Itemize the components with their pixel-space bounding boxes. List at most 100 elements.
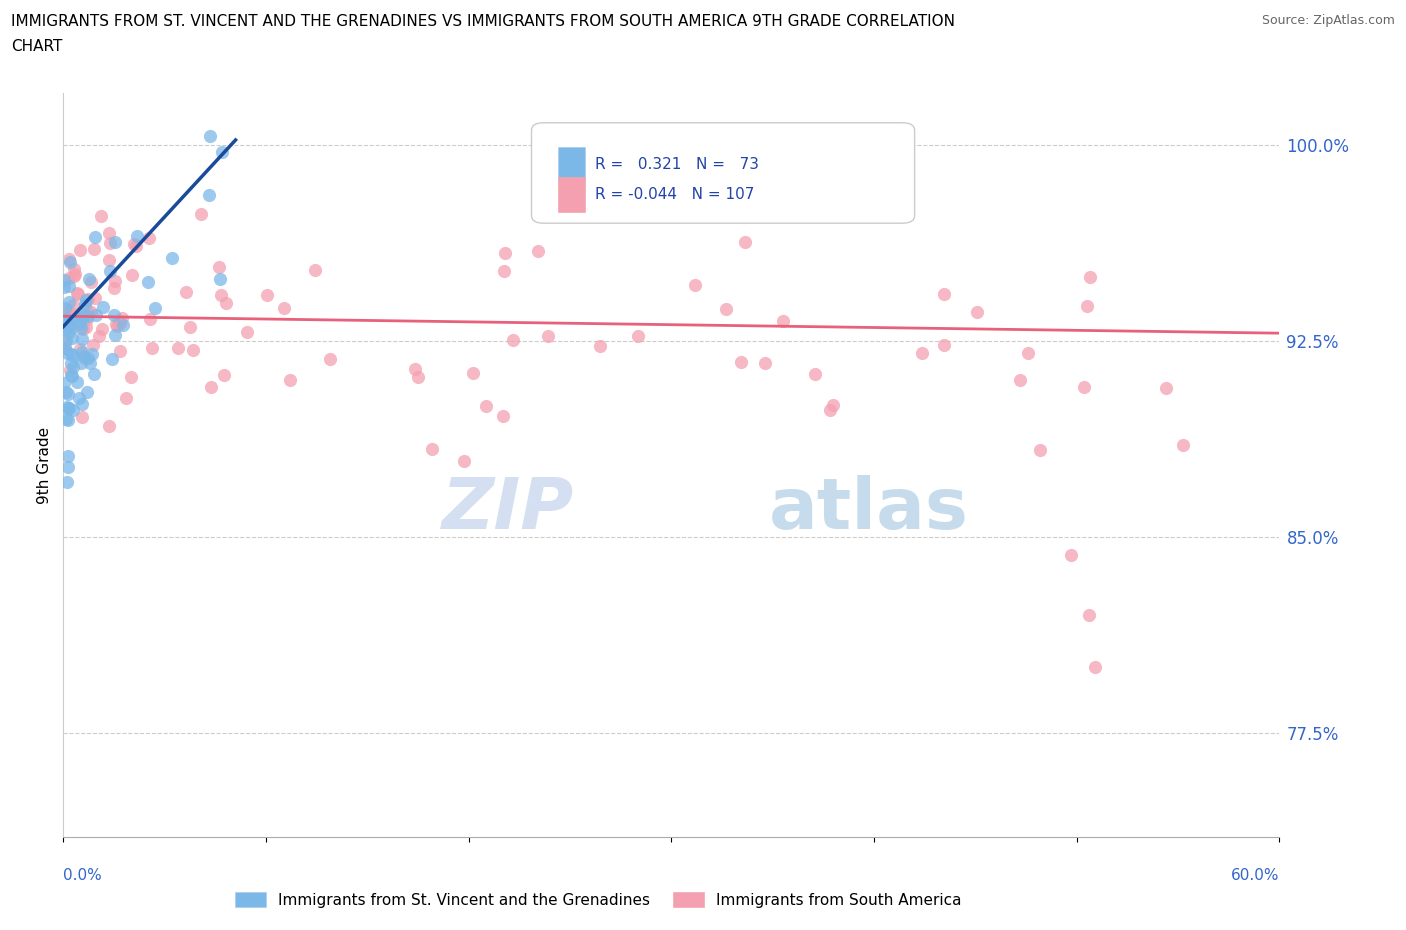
Point	[56, 412, 79, 427]
Point	[75, 319, 97, 334]
Point	[62, 360, 84, 375]
Point	[75, 351, 97, 365]
Point	[55, 332, 77, 347]
Point	[127, 229, 149, 244]
Point	[70, 321, 93, 336]
Point	[72, 349, 94, 364]
Point	[98, 263, 121, 278]
Point	[70, 331, 93, 346]
Point	[56, 400, 79, 415]
Point	[98, 225, 121, 240]
Point	[404, 361, 426, 376]
Point	[1073, 380, 1095, 395]
Point	[66, 374, 89, 389]
Text: R =   0.321   N =   73: R = 0.321 N = 73	[595, 157, 759, 172]
Point	[72, 321, 94, 336]
Point	[121, 268, 143, 283]
Point	[76, 292, 98, 307]
Point	[174, 285, 197, 299]
Point	[492, 263, 515, 278]
Text: 0.0%: 0.0%	[63, 869, 103, 883]
Point	[803, 367, 825, 382]
Point	[1083, 660, 1105, 675]
Point	[714, 302, 737, 317]
Point	[1008, 373, 1031, 388]
Point	[55, 384, 77, 399]
Point	[179, 319, 201, 334]
Point	[104, 234, 127, 249]
Point	[537, 328, 560, 343]
Point	[77, 271, 100, 286]
Point	[108, 315, 131, 330]
Point	[502, 333, 524, 348]
Point	[212, 367, 235, 382]
Point	[572, 161, 595, 176]
Point	[208, 259, 231, 274]
Point	[77, 309, 100, 324]
Point	[97, 253, 120, 268]
Point	[56, 459, 79, 474]
Point	[69, 317, 91, 332]
Point	[76, 385, 98, 400]
Point	[69, 342, 91, 357]
Point	[125, 238, 148, 253]
Point	[55, 411, 77, 426]
Point	[236, 325, 259, 339]
Text: atlas: atlas	[769, 475, 969, 544]
Point	[76, 302, 98, 317]
Point	[215, 295, 238, 310]
Point	[53, 340, 76, 355]
Point	[53, 312, 76, 327]
Point	[166, 341, 188, 356]
Point	[56, 319, 79, 334]
Point	[453, 454, 475, 469]
Point	[103, 281, 125, 296]
Point	[98, 235, 121, 250]
Point	[70, 409, 93, 424]
Point	[73, 308, 96, 323]
Point	[278, 372, 301, 387]
Point	[53, 335, 76, 350]
Point	[72, 309, 94, 324]
Point	[80, 305, 103, 320]
Point	[627, 329, 650, 344]
Point	[75, 293, 97, 308]
Point	[406, 369, 429, 384]
Point	[62, 330, 84, 345]
Point	[59, 255, 82, 270]
Point	[58, 252, 80, 267]
Point	[1076, 299, 1098, 313]
Point	[52, 279, 75, 294]
Point	[319, 352, 342, 366]
Point	[60, 355, 83, 370]
Point	[52, 322, 75, 337]
Point	[63, 261, 86, 276]
Point	[141, 340, 163, 355]
Point	[273, 300, 295, 315]
Point	[91, 299, 114, 314]
Text: 60.0%: 60.0%	[1232, 869, 1279, 883]
Point	[256, 287, 278, 302]
Point	[103, 308, 125, 323]
Point	[966, 304, 988, 319]
Point	[53, 375, 76, 390]
Point	[58, 401, 80, 416]
Point	[56, 474, 79, 489]
Point	[304, 262, 326, 277]
Point	[86, 307, 108, 322]
Point	[55, 300, 77, 315]
Point	[66, 286, 89, 301]
Point	[70, 397, 93, 412]
Point	[59, 313, 82, 328]
Point	[56, 304, 79, 319]
Point	[208, 272, 231, 286]
Point	[80, 274, 103, 289]
Point	[84, 229, 107, 244]
FancyBboxPatch shape	[531, 123, 914, 223]
Point	[911, 345, 934, 360]
Point	[59, 363, 82, 378]
Text: ZIP: ZIP	[441, 475, 574, 544]
Point	[139, 312, 162, 326]
Text: IMMIGRANTS FROM ST. VINCENT AND THE GRENADINES VS IMMIGRANTS FROM SOUTH AMERICA : IMMIGRANTS FROM ST. VINCENT AND THE GREN…	[11, 14, 955, 29]
Point	[76, 312, 98, 326]
